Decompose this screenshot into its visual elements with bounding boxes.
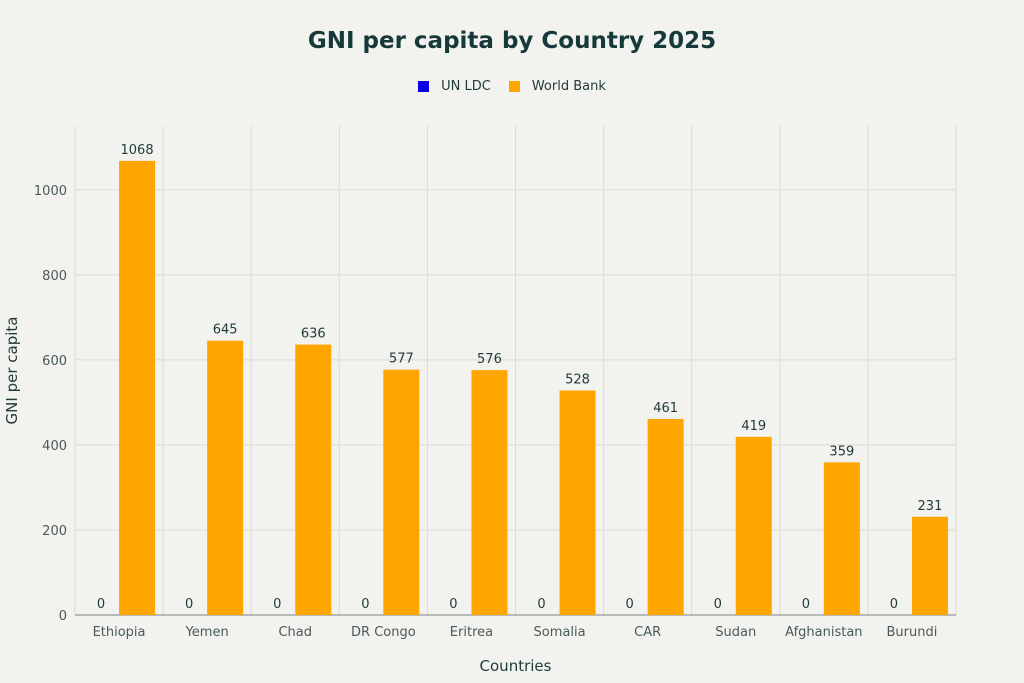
y-axis-title: GNI per capita <box>3 317 21 425</box>
bar-world-bank <box>823 462 860 615</box>
legend-item-un-ldc[interactable]: UN LDC <box>418 79 491 94</box>
data-label-world-bank: 576 <box>477 352 502 367</box>
chart-title: GNI per capita by Country 2025 <box>307 28 717 54</box>
bar-world-bank <box>471 370 508 615</box>
bar-world-bank <box>559 390 596 615</box>
data-label-un-ldc: 0 <box>185 597 193 612</box>
x-tick-label: DR Congo <box>351 625 416 640</box>
x-tick-label: Sudan <box>715 625 756 640</box>
bar-world-bank <box>735 436 772 615</box>
x-tick-label: Chad <box>278 625 312 640</box>
bar-world-bank <box>119 160 156 615</box>
x-tick-label: Ethiopia <box>93 625 146 640</box>
legend-swatch-un-ldc <box>418 81 430 92</box>
data-label-un-ldc: 0 <box>361 597 369 612</box>
data-label-un-ldc: 0 <box>537 597 545 612</box>
y-tick-label: 400 <box>42 439 67 454</box>
data-label-world-bank: 231 <box>918 499 943 514</box>
bar-world-bank <box>295 344 332 615</box>
legend-label-un-ldc: UN LDC <box>441 79 491 94</box>
data-label-un-ldc: 0 <box>97 597 105 612</box>
x-tick-label: Yemen <box>185 625 229 640</box>
y-tick-label: 200 <box>42 524 67 539</box>
data-label-un-ldc: 0 <box>714 597 722 612</box>
data-label-world-bank: 419 <box>741 419 766 434</box>
data-label-world-bank: 577 <box>389 352 414 367</box>
y-tick-label: 600 <box>42 354 67 369</box>
y-tick-label: 800 <box>42 269 67 284</box>
data-label-un-ldc: 0 <box>449 597 457 612</box>
data-label-world-bank: 636 <box>301 327 326 342</box>
data-label-world-bank: 528 <box>565 372 590 387</box>
bar-world-bank <box>911 516 948 615</box>
data-label-un-ldc: 0 <box>802 597 810 612</box>
data-label-world-bank: 461 <box>653 401 678 416</box>
x-tick-label: Burundi <box>887 625 938 640</box>
data-label-un-ldc: 0 <box>273 597 281 612</box>
legend-swatch-world-bank <box>508 81 520 92</box>
data-label-world-bank: 645 <box>213 323 238 338</box>
data-label-world-bank: 359 <box>829 444 854 459</box>
x-axis-title: Countries <box>480 657 552 675</box>
data-label-un-ldc: 0 <box>626 597 634 612</box>
data-label-un-ldc: 0 <box>890 597 898 612</box>
x-tick-label: Eritrea <box>450 625 493 640</box>
y-tick-label: 0 <box>59 609 67 624</box>
data-label-world-bank: 1068 <box>121 143 154 158</box>
bar-world-bank <box>383 369 420 615</box>
x-tick-label: CAR <box>634 625 661 640</box>
legend-label-world-bank: World Bank <box>531 79 606 94</box>
legend-item-world-bank[interactable]: World Bank <box>508 79 606 94</box>
x-tick-label: Afghanistan <box>785 625 862 640</box>
legend: UN LDC World Bank <box>0 79 1024 94</box>
y-tick-label: 1000 <box>34 184 67 199</box>
bar-world-bank <box>207 340 244 615</box>
x-tick-label: Somalia <box>534 625 586 640</box>
bar-world-bank <box>647 418 684 615</box>
